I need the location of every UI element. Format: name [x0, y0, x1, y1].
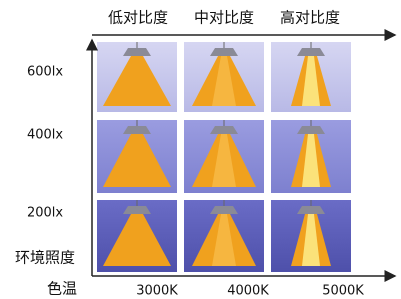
- x-label: 3000K: [136, 284, 178, 299]
- x-label: 5000K: [322, 284, 364, 299]
- x-axis-label: 色温: [47, 280, 77, 298]
- column-header: 中对比度: [194, 9, 254, 27]
- tiles: [97, 42, 351, 272]
- column-header: 高对比度: [280, 9, 340, 27]
- column-header: 低对比度: [108, 9, 168, 27]
- row-label: 600lx: [27, 65, 63, 80]
- y-axis-label: 环境照度: [15, 249, 75, 267]
- row-label: 400lx: [27, 128, 63, 143]
- row-label: 200lx: [27, 206, 63, 221]
- diagram: 低对比度 中对比度 高对比度 600lx 400lx 200lx 环境照度 色温…: [0, 0, 401, 299]
- x-label: 4000K: [227, 284, 269, 299]
